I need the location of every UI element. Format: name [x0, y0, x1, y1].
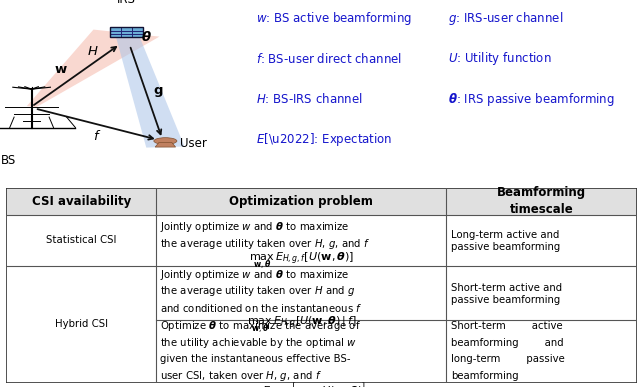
Text: BS: BS — [1, 154, 17, 168]
Bar — [110, 31, 121, 34]
Text: Beamforming
timescale: Beamforming timescale — [497, 186, 586, 216]
Text: beamforming: beamforming — [451, 371, 519, 381]
Text: passive beamforming: passive beamforming — [451, 295, 561, 305]
Text: User: User — [180, 137, 207, 150]
Text: and conditioned on the instantaneous $f$: and conditioned on the instantaneous $f$ — [160, 302, 363, 314]
Text: Optimize $\boldsymbol{\theta}$ to maximize the average of: Optimize $\boldsymbol{\theta}$ to maximi… — [160, 319, 361, 333]
Circle shape — [154, 138, 177, 144]
Text: $H$: $H$ — [86, 45, 98, 58]
Text: Statistical CSI: Statistical CSI — [46, 235, 116, 245]
Text: Jointly optimize $w$ and $\boldsymbol{\theta}$ to maximize: Jointly optimize $w$ and $\boldsymbol{\t… — [160, 268, 350, 282]
Text: the average utility taken over $H$, $g$, and $f$: the average utility taken over $H$, $g$,… — [160, 236, 371, 251]
Bar — [156, 188, 447, 215]
Text: beamforming        and: beamforming and — [451, 337, 564, 348]
Text: $w$: BS active beamforming: $w$: BS active beamforming — [256, 10, 412, 27]
Text: given the instantaneous effective BS-: given the instantaneous effective BS- — [160, 354, 351, 364]
Text: IRS: IRS — [117, 0, 136, 5]
Text: passive beamforming: passive beamforming — [451, 242, 561, 252]
Text: $f$: $f$ — [93, 129, 102, 143]
Text: $\mathbf{g}$: $\mathbf{g}$ — [153, 85, 163, 99]
Bar — [447, 215, 637, 266]
Text: $\boldsymbol{\theta}$: $\boldsymbol{\theta}$ — [141, 30, 151, 44]
Bar — [132, 31, 143, 34]
Bar — [132, 27, 143, 31]
Polygon shape — [115, 33, 184, 147]
Bar — [6, 266, 156, 383]
Polygon shape — [155, 142, 175, 147]
Text: $E$[\u2022]: Expectation: $E$[\u2022]: Expectation — [256, 131, 392, 148]
Text: Optimization problem: Optimization problem — [230, 195, 373, 208]
Text: user CSI, taken over $H$, $g$, and $f$: user CSI, taken over $H$, $g$, and $f$ — [160, 369, 322, 383]
Bar — [132, 34, 143, 37]
Bar — [156, 266, 447, 320]
Bar — [110, 27, 121, 31]
Polygon shape — [27, 29, 159, 107]
Bar — [121, 31, 132, 34]
Bar — [447, 266, 637, 320]
Bar — [121, 27, 132, 31]
Text: Hybrid CSI: Hybrid CSI — [55, 320, 108, 329]
Bar — [447, 188, 637, 215]
Bar — [110, 34, 121, 37]
Text: $\mathbf{w}$: $\mathbf{w}$ — [54, 63, 68, 76]
Text: $H$: BS-IRS channel: $H$: BS-IRS channel — [256, 92, 363, 106]
Text: $g$: IRS-user channel: $g$: IRS-user channel — [448, 10, 563, 27]
Text: long-term        passive: long-term passive — [451, 354, 565, 364]
Bar — [156, 215, 447, 266]
Text: Short-term active and: Short-term active and — [451, 283, 563, 293]
Bar — [447, 320, 637, 383]
Text: $\underset{\boldsymbol{\theta}}{\max}\,E_{H,g,f}\left[\underset{\mathbf{w}}{\max: $\underset{\boldsymbol{\theta}}{\max}\,E… — [236, 380, 367, 387]
Bar — [156, 320, 447, 383]
Text: CSI availability: CSI availability — [32, 195, 131, 208]
Text: $U$: Utility function: $U$: Utility function — [448, 50, 552, 67]
Text: Jointly optimize $w$ and $\boldsymbol{\theta}$ to maximize: Jointly optimize $w$ and $\boldsymbol{\t… — [160, 220, 350, 234]
Bar — [121, 34, 132, 37]
Text: $\boldsymbol{\theta}$: IRS passive beamforming: $\boldsymbol{\theta}$: IRS passive beamf… — [448, 91, 614, 108]
Bar — [6, 215, 156, 266]
Bar — [110, 27, 143, 37]
Text: $\underset{\mathbf{w},\boldsymbol{\theta}}{\max}\,E_{H,g}\left[U(\mathbf{w},\bol: $\underset{\mathbf{w},\boldsymbol{\theta… — [246, 314, 356, 335]
Text: $f$: BS-user direct channel: $f$: BS-user direct channel — [256, 52, 402, 66]
Text: Short-term        active: Short-term active — [451, 321, 563, 331]
Bar — [6, 188, 156, 215]
Text: the average utility taken over $H$ and $g$: the average utility taken over $H$ and $… — [160, 284, 356, 298]
Text: the utility achievable by the optimal $w$: the utility achievable by the optimal $w… — [160, 336, 358, 349]
Text: $\underset{\mathbf{w},\boldsymbol{\theta}}{\max}\,E_{H,g,f}\left[U(\mathbf{w},\b: $\underset{\mathbf{w},\boldsymbol{\theta… — [249, 250, 354, 271]
Text: Long-term active and: Long-term active and — [451, 230, 560, 240]
